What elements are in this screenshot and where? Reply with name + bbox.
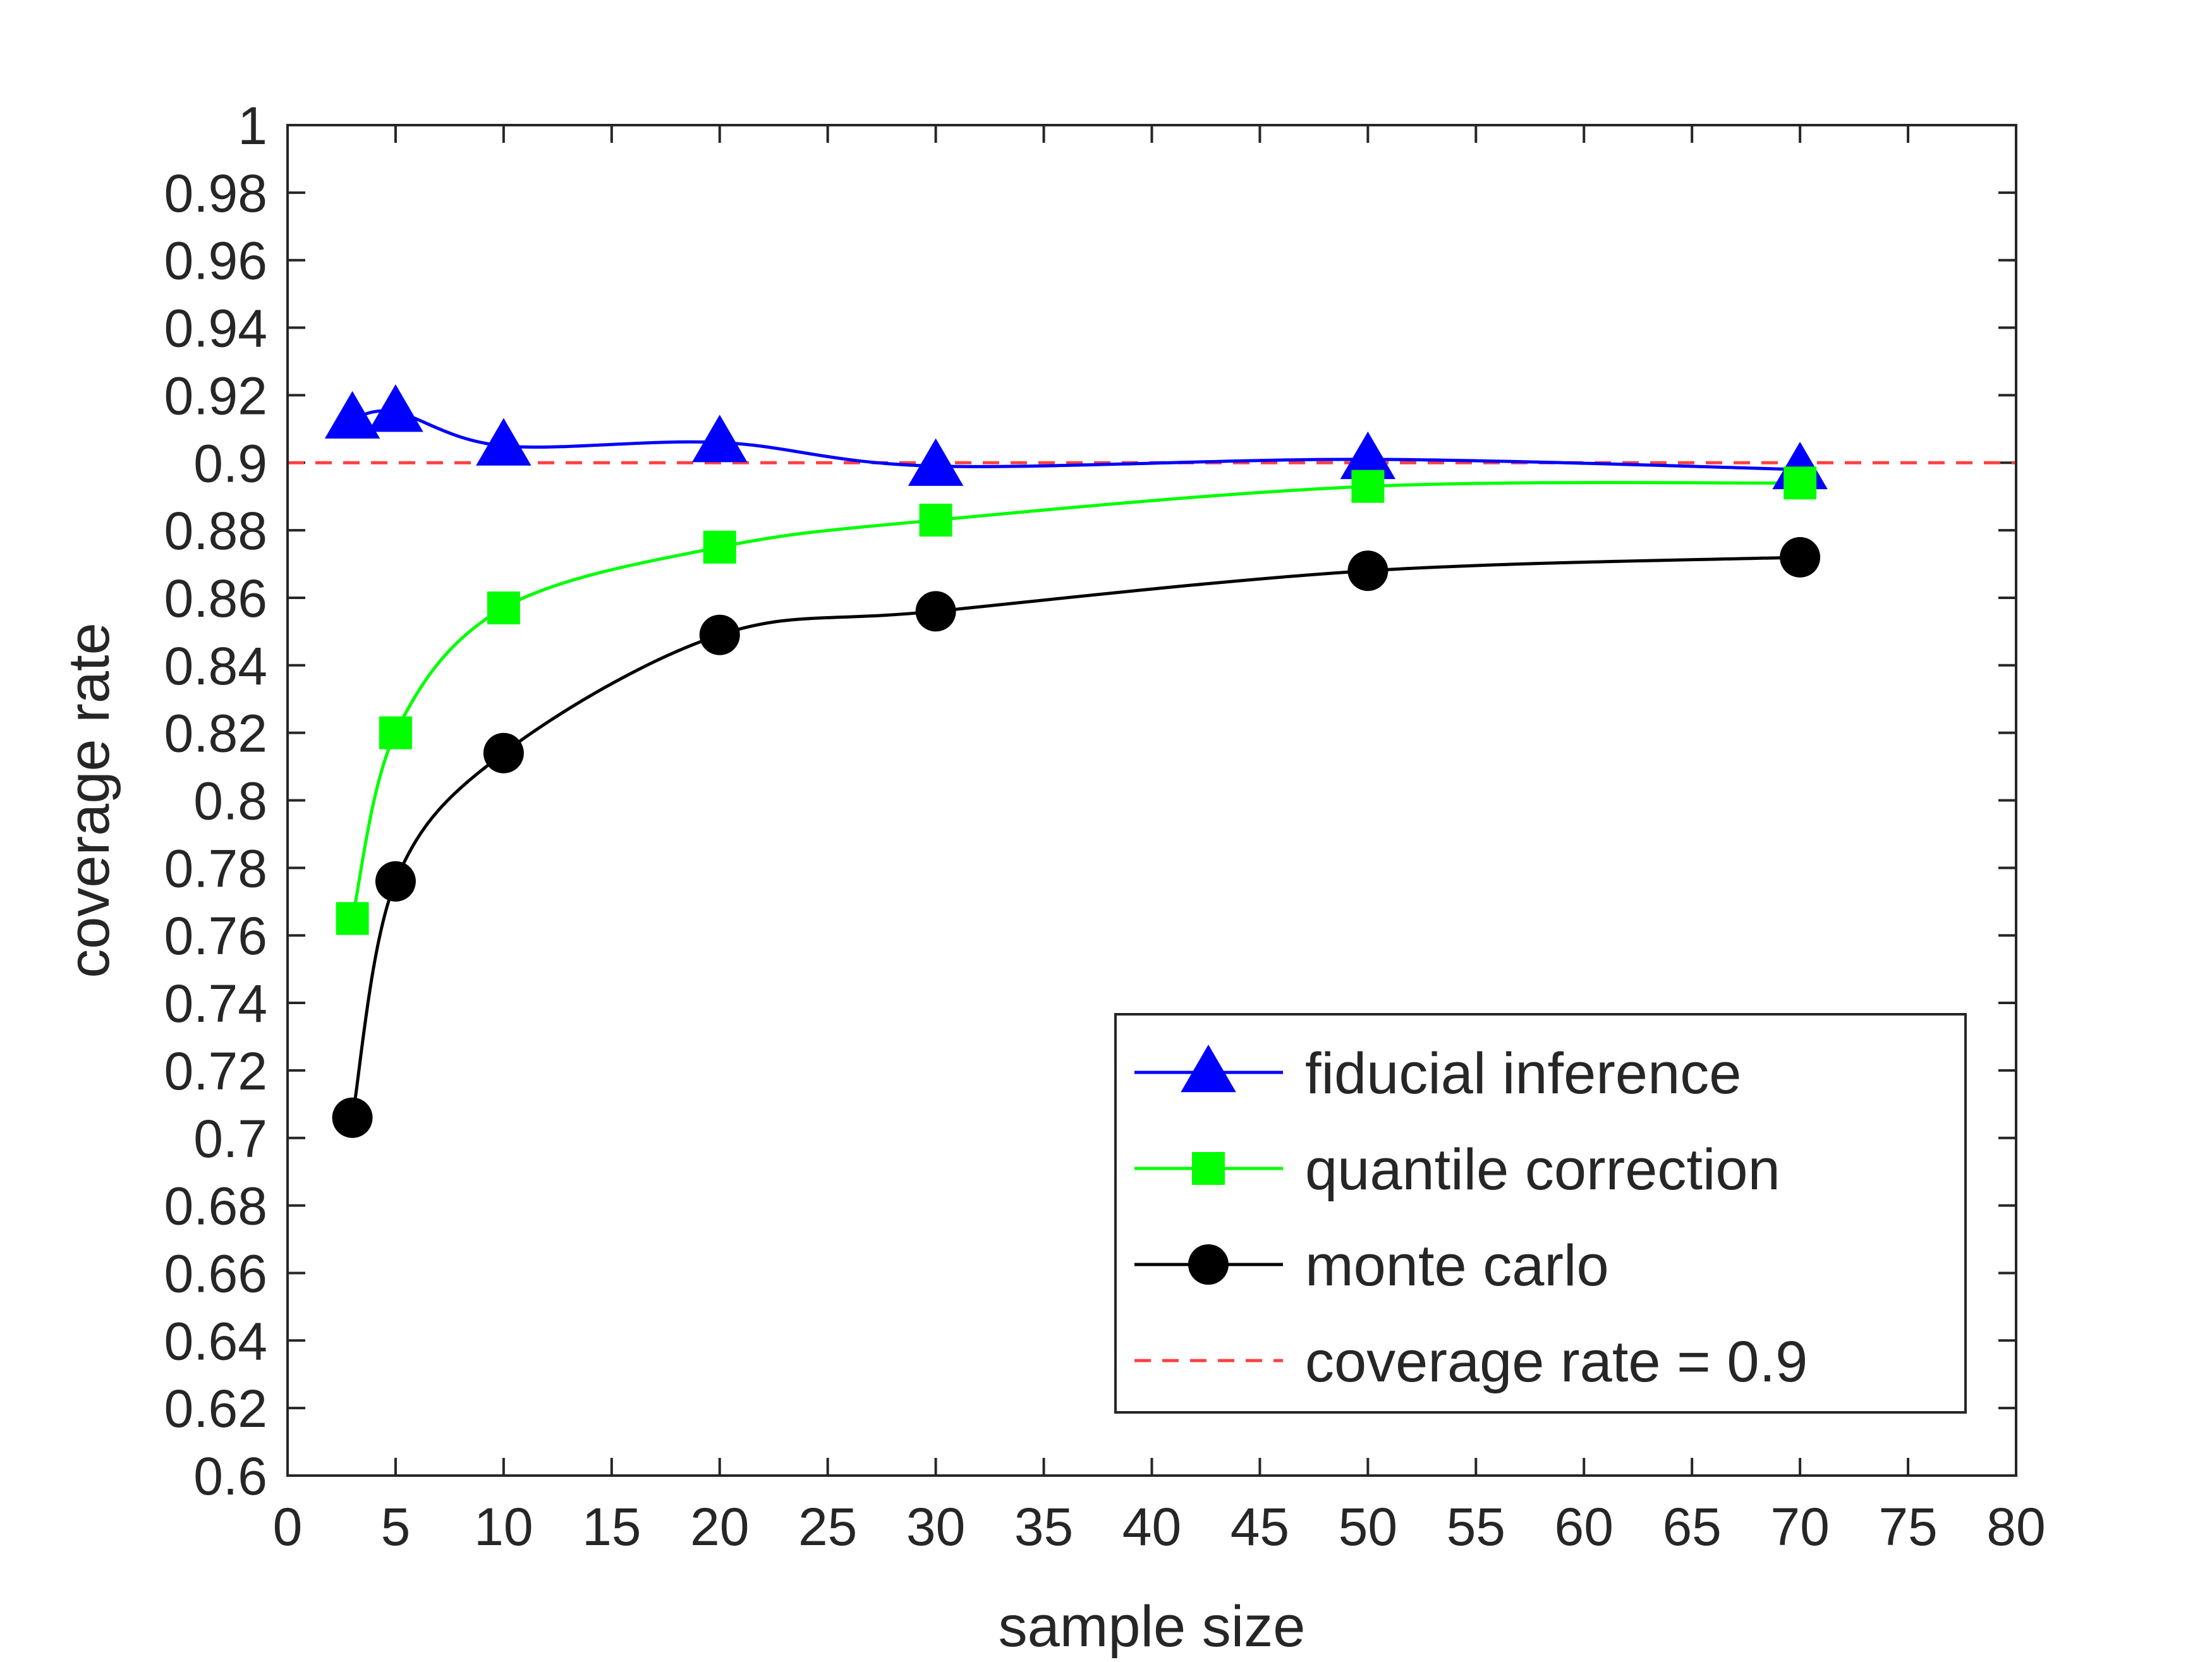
y-tick-label: 0.96 — [164, 231, 268, 291]
x-tick-label: 60 — [1555, 1497, 1613, 1556]
x-tick-label: 75 — [1878, 1497, 1937, 1556]
legend-label-monte-carlo: monte carlo — [1305, 1234, 1609, 1298]
y-tick-label: 1 — [238, 96, 267, 155]
x-tick-label: 45 — [1231, 1497, 1289, 1556]
y-tick-label: 0.7 — [193, 1109, 267, 1168]
legend-marker-fiducial-inference — [1181, 1045, 1236, 1093]
y-tick-label: 0.64 — [164, 1311, 268, 1371]
legend-label-coverage-rate-0-9: coverage rate = 0.9 — [1305, 1330, 1808, 1394]
x-tick-label: 55 — [1447, 1497, 1505, 1556]
data-point-monte-carlo — [915, 591, 956, 632]
x-tick-label: 25 — [798, 1497, 857, 1556]
y-tick-label: 0.68 — [164, 1177, 268, 1236]
data-point-quantile-correction — [487, 591, 520, 624]
x-tick-label: 50 — [1339, 1497, 1397, 1556]
series-line-quantile-correction — [351, 481, 1801, 919]
y-tick-label: 0.92 — [164, 366, 268, 425]
legend-box — [1114, 1013, 1967, 1414]
y-tick-label: 0.88 — [164, 501, 268, 561]
y-tick-label: 0.98 — [164, 164, 268, 223]
data-point-monte-carlo — [375, 861, 416, 902]
plot-frame — [286, 124, 2017, 1477]
legend-label-fiducial-inference: fiducial inference — [1305, 1041, 1741, 1106]
y-tick-label: 0.8 — [193, 772, 267, 831]
y-axis-label: coverage rate — [57, 622, 121, 978]
x-axis-label: sample size — [999, 1594, 1306, 1659]
data-point-quantile-correction — [1784, 466, 1817, 500]
legend-marker-monte-carlo — [1188, 1244, 1229, 1285]
x-tick-label: 65 — [1662, 1497, 1721, 1556]
data-point-monte-carlo — [332, 1097, 373, 1138]
y-tick-label: 0.94 — [164, 299, 268, 358]
y-tick-label: 0.74 — [164, 974, 268, 1033]
y-tick-label: 0.9 — [193, 434, 267, 493]
data-point-fiducial-inference — [476, 418, 532, 466]
legend-marker-quantile-correction — [1192, 1152, 1225, 1185]
data-point-quantile-correction — [919, 504, 952, 537]
y-tick-label: 0.62 — [164, 1379, 268, 1438]
x-tick-label: 30 — [906, 1497, 965, 1556]
data-point-quantile-correction — [703, 530, 736, 564]
data-point-quantile-correction — [336, 902, 369, 935]
data-point-fiducial-inference — [368, 384, 423, 432]
legend-label-quantile-correction: quantile correction — [1305, 1137, 1780, 1202]
x-tick-label: 10 — [474, 1497, 533, 1556]
data-point-monte-carlo — [483, 732, 524, 773]
data-point-fiducial-inference — [908, 438, 964, 486]
y-tick-label: 0.78 — [164, 839, 268, 898]
data-point-quantile-correction — [379, 716, 412, 749]
x-tick-label: 20 — [690, 1497, 749, 1556]
data-point-monte-carlo — [1347, 550, 1389, 591]
x-tick-label: 80 — [1986, 1497, 2045, 1556]
x-tick-label: 70 — [1770, 1497, 1829, 1556]
x-tick-label: 35 — [1014, 1497, 1073, 1556]
data-point-fiducial-inference — [692, 415, 748, 463]
x-tick-label: 40 — [1122, 1497, 1181, 1556]
series-line-fiducial-inference — [351, 409, 1801, 471]
y-tick-label: 0.76 — [164, 906, 268, 966]
x-tick-label: 0 — [273, 1497, 303, 1556]
y-tick-label: 0.72 — [164, 1041, 268, 1101]
x-tick-label: 5 — [381, 1497, 411, 1556]
data-point-fiducial-inference — [324, 391, 380, 439]
y-tick-label: 0.82 — [164, 704, 268, 763]
y-tick-label: 0.86 — [164, 569, 268, 628]
data-point-monte-carlo — [699, 614, 740, 655]
y-tick-label: 0.66 — [164, 1244, 268, 1303]
y-tick-label: 0.84 — [164, 636, 268, 696]
data-point-quantile-correction — [1351, 470, 1385, 503]
data-point-monte-carlo — [1780, 537, 1821, 578]
y-tick-label: 0.6 — [193, 1447, 267, 1506]
x-tick-label: 15 — [582, 1497, 641, 1556]
